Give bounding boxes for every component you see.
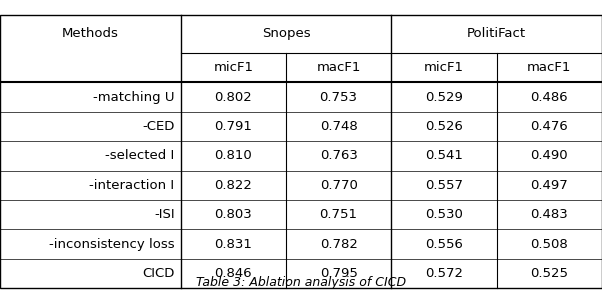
Text: 0.753: 0.753 — [320, 91, 358, 103]
Text: micF1: micF1 — [213, 61, 253, 74]
Text: 0.763: 0.763 — [320, 149, 358, 162]
Text: 0.529: 0.529 — [425, 91, 463, 103]
Text: macF1: macF1 — [527, 61, 571, 74]
Text: -ISI: -ISI — [154, 208, 175, 221]
Text: Methods: Methods — [62, 27, 119, 40]
Text: 0.483: 0.483 — [530, 208, 568, 221]
Text: 0.751: 0.751 — [320, 208, 358, 221]
Text: 0.572: 0.572 — [425, 267, 463, 280]
Text: 0.525: 0.525 — [530, 267, 568, 280]
Text: 0.782: 0.782 — [320, 238, 358, 250]
Text: 0.476: 0.476 — [530, 120, 568, 133]
Text: PolitiFact: PolitiFact — [467, 27, 526, 40]
Text: 0.556: 0.556 — [425, 238, 463, 250]
Text: 0.803: 0.803 — [214, 208, 252, 221]
Text: 0.530: 0.530 — [425, 208, 463, 221]
Text: macF1: macF1 — [317, 61, 361, 74]
Text: 0.486: 0.486 — [530, 91, 568, 103]
Text: 0.791: 0.791 — [214, 120, 252, 133]
Text: 0.831: 0.831 — [214, 238, 252, 250]
Text: 0.490: 0.490 — [530, 149, 568, 162]
Text: -matching U: -matching U — [93, 91, 175, 103]
Text: -selected I: -selected I — [105, 149, 175, 162]
Text: 0.802: 0.802 — [214, 91, 252, 103]
Text: 0.497: 0.497 — [530, 179, 568, 192]
Text: 0.822: 0.822 — [214, 179, 252, 192]
Text: micF1: micF1 — [424, 61, 464, 74]
Text: 0.795: 0.795 — [320, 267, 358, 280]
Text: 0.770: 0.770 — [320, 179, 358, 192]
Text: 0.846: 0.846 — [214, 267, 252, 280]
Text: Snopes: Snopes — [262, 27, 310, 40]
Text: -inconsistency loss: -inconsistency loss — [49, 238, 175, 250]
Text: 0.508: 0.508 — [530, 238, 568, 250]
Text: 0.557: 0.557 — [425, 179, 463, 192]
Text: 0.748: 0.748 — [320, 120, 358, 133]
Text: Table 3: Ablation analysis of CICD: Table 3: Ablation analysis of CICD — [196, 276, 406, 289]
Text: CICD: CICD — [142, 267, 175, 280]
Text: 0.810: 0.810 — [214, 149, 252, 162]
Text: -interaction I: -interaction I — [90, 179, 175, 192]
Text: 0.526: 0.526 — [425, 120, 463, 133]
Text: -CED: -CED — [142, 120, 175, 133]
Text: 0.541: 0.541 — [425, 149, 463, 162]
